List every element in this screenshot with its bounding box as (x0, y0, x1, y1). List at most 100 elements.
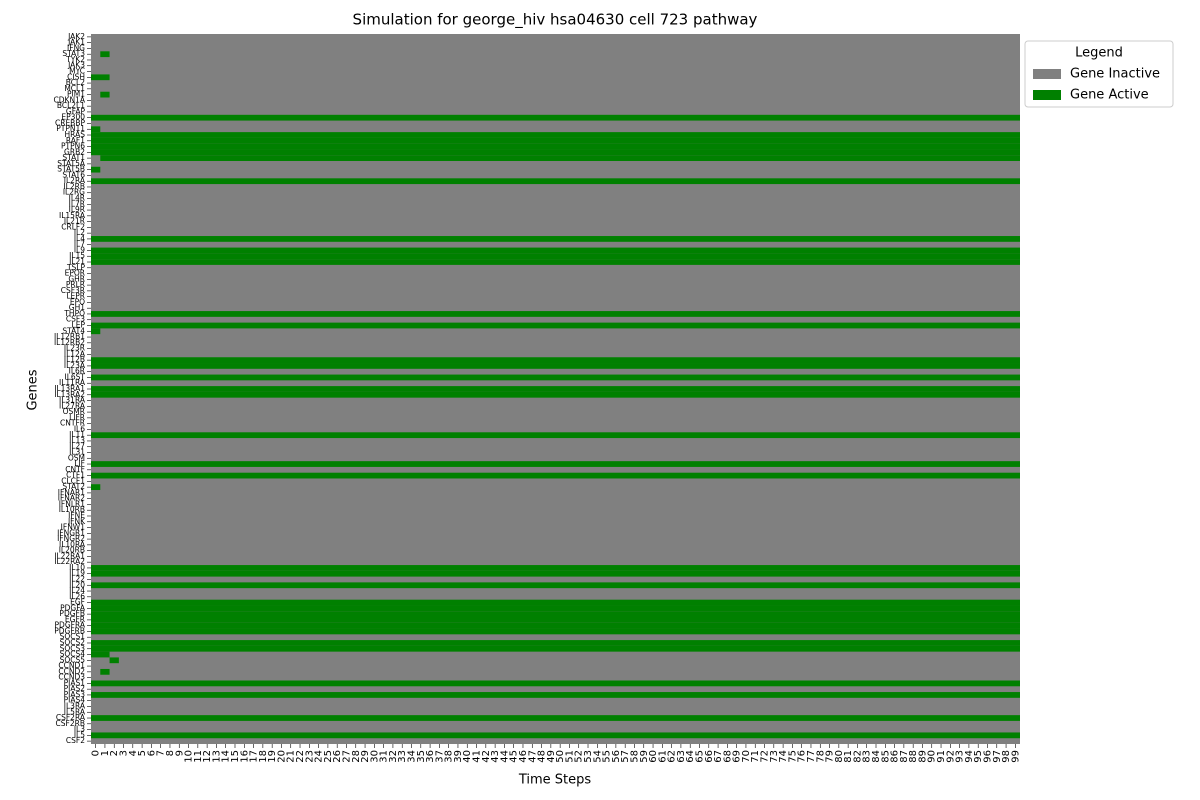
x-tick-label: 54 (592, 750, 603, 763)
y-tick-label: OSM (68, 453, 85, 462)
legend-box (1024, 40, 1174, 108)
y-tick-label: CCND1 (58, 661, 85, 670)
y-tick-label: CSF2 (66, 736, 85, 745)
y-tick-label: STAT1 (62, 153, 85, 162)
x-tick-label: 35 (416, 750, 427, 763)
y-tick-label: LEPR (66, 292, 85, 301)
active-cell (100, 668, 110, 675)
x-tick-label: 5 (137, 750, 148, 756)
x-tick-label: 2 (109, 750, 120, 756)
x-tick-label: 9 (174, 750, 185, 756)
x-tick-label: 42 (481, 750, 492, 763)
active-cell (91, 386, 1020, 392)
y-tick-label: IL11RA (59, 378, 86, 387)
y-tick-label: IFNK (68, 517, 86, 526)
active-cell (109, 657, 119, 664)
y-tick-label: IL22 (69, 574, 85, 583)
y-tick-label: PDGFA (60, 603, 86, 612)
x-tick-label: 1 (100, 750, 111, 756)
x-tick-label: 58 (629, 750, 640, 763)
x-tick-label: 60 (648, 750, 659, 763)
y-tick-label: IL6 (74, 424, 85, 433)
x-tick-label: 99 (1010, 750, 1021, 763)
y-tick-label: CDKN1A (54, 95, 86, 104)
y-tick-label: CTF1 (66, 471, 85, 480)
y-tick-label: BCL2 (66, 78, 85, 87)
y-tick-label: IL9R (69, 205, 85, 214)
x-tick-label: 18 (258, 750, 269, 763)
active-cell (91, 322, 1020, 329)
active-cell (91, 570, 1020, 577)
y-tick-label: IL13 (69, 436, 85, 445)
y-tick-label: IL3RA (64, 701, 86, 710)
x-tick-label: 83 (862, 750, 873, 763)
x-tick-label: 29 (360, 750, 371, 763)
x-tick-label: 90 (927, 750, 938, 763)
y-tick-label: CRLF2 (61, 222, 85, 231)
y-tick-label: CNTF (65, 465, 85, 474)
active-cell (100, 51, 110, 58)
y-tick-label: IL6R (69, 367, 85, 376)
y-tick-label: THPO (63, 309, 85, 318)
y-tick-label: IL7 (74, 240, 85, 249)
y-tick-label: IL5RA (64, 707, 86, 716)
x-tick-label: 12 (202, 750, 213, 763)
x-tick-label: 75 (787, 750, 798, 763)
active-cell (91, 611, 1020, 618)
y-tick-label: CNTFR (60, 419, 85, 428)
x-tick-label: 17 (249, 750, 260, 763)
x-tick-label: 94 (964, 750, 975, 763)
x-axis-label: Time Steps (518, 773, 592, 788)
y-tick-label: IL22RA1 (54, 551, 85, 560)
y-tick-label: GFAP (66, 107, 86, 116)
x-tick-label: 78 (815, 750, 826, 763)
y-tick-label: IL27RA (59, 401, 86, 410)
x-tick-label: 84 (871, 750, 882, 763)
y-tick-label: EPOR (65, 269, 85, 278)
y-tick-label: IL19 (69, 569, 85, 578)
x-tick-label: 14 (221, 750, 232, 763)
y-tick-label: IL13RA2 (54, 390, 85, 399)
x-tick-label: 98 (1001, 750, 1012, 763)
active-cell (91, 143, 1020, 150)
x-tick-label: 76 (797, 750, 808, 763)
x-tick-label: 65 (694, 750, 705, 763)
y-tick-label: SOCS5 (60, 655, 86, 664)
y-tick-label: IL4R (69, 194, 85, 203)
y-tick-label: PDGFRB (54, 626, 85, 635)
x-tick-label: 52 (574, 750, 585, 763)
x-tick-label: 30 (369, 750, 380, 763)
x-tick-label: 79 (825, 750, 836, 763)
y-tick-label: TYK2 (65, 55, 85, 64)
y-tick-label: IL12B (64, 355, 85, 364)
y-tick-label: IFNGR1 (57, 528, 85, 537)
active-cell (91, 363, 1020, 369)
x-tick-label: 33 (397, 750, 408, 763)
y-tick-label: HRAS (65, 130, 86, 139)
y-tick-label: IL31 (69, 447, 85, 456)
x-tick-label: 72 (760, 750, 771, 763)
y-tick-label: SOCS1 (60, 632, 86, 641)
y-axis-label: Genes (26, 369, 41, 410)
x-tick-label: 80 (834, 750, 845, 763)
y-tick-label: GH1 (69, 303, 85, 312)
active-cell (91, 605, 1020, 612)
x-tick-label: 36 (425, 750, 436, 763)
y-tick-label: EP300 (61, 113, 85, 122)
x-tick-label: 61 (657, 750, 668, 763)
active-cell (91, 715, 1020, 721)
active-cell (91, 166, 101, 173)
x-tick-label: 91 (936, 750, 947, 763)
x-tick-label: 22 (295, 750, 306, 763)
y-tick-label: IL10 (69, 563, 85, 572)
y-tick-label: IL11 (69, 430, 85, 439)
x-tick-label: 44 (499, 750, 510, 763)
y-tick-label: EGF (70, 598, 85, 607)
x-tick-label: 27 (341, 750, 352, 763)
y-tick-label: CSF3R (61, 286, 85, 295)
y-tick-label: IL12RB1 (54, 332, 85, 341)
y-tick-label: CLCF1 (61, 476, 85, 485)
x-tick-label: 19 (267, 750, 278, 763)
x-tick-label: 56 (611, 750, 622, 763)
y-tick-label: LIFR (69, 413, 85, 422)
